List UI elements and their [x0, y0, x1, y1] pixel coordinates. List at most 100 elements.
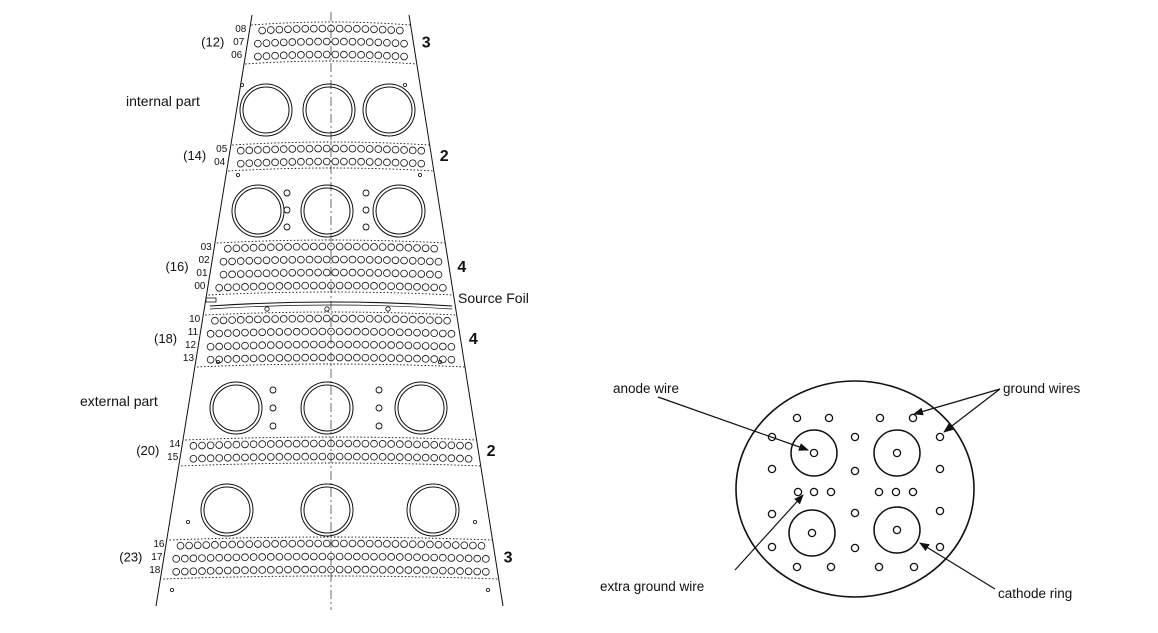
drift-cell: [361, 452, 370, 461]
drift-cell: [421, 440, 430, 449]
drift-cell: [249, 566, 258, 574]
drift-cell: [417, 540, 426, 549]
drift-cell: [327, 452, 335, 461]
drift-cell: [266, 328, 275, 336]
drift-cell: [404, 440, 413, 449]
drift-cell: [279, 51, 288, 60]
drift-cell: [404, 341, 413, 350]
drift-cell: [301, 353, 310, 362]
drift-cell: [206, 554, 215, 562]
drift-cell: [219, 540, 228, 549]
drift-cell: [322, 314, 331, 323]
foil-support: [264, 306, 270, 312]
ground-wire: [908, 413, 918, 423]
drift-cell: [318, 281, 327, 290]
drift-cell: [464, 567, 473, 576]
drift-cell: [340, 255, 348, 264]
drift-cell: [275, 341, 284, 349]
calorimeter-module-outer: [406, 483, 460, 537]
drift-cell: [297, 144, 305, 153]
source-foil: [205, 297, 453, 312]
edge-hole: [472, 520, 477, 525]
drift-cell: [249, 341, 258, 350]
drift-cell: [391, 158, 400, 167]
drift-cell: [232, 566, 241, 575]
drift-cell: [314, 144, 322, 153]
drift-cell: [370, 439, 378, 448]
calorimeter-module-inner: [212, 384, 260, 432]
drift-cell: [232, 342, 241, 350]
drift-cell: [365, 255, 374, 264]
edge-hole: [437, 359, 442, 364]
drift-cell: [387, 243, 396, 252]
drift-cell: [344, 24, 353, 33]
drift-cell: [254, 269, 262, 278]
drift-cell: [378, 354, 387, 362]
drift-cell: [426, 540, 434, 549]
drift-cell: [215, 553, 224, 562]
calorimeter-module-inner: [303, 187, 351, 235]
mounting-hole: [269, 386, 277, 394]
drift-cell: [292, 439, 301, 448]
drift-cell: [456, 454, 464, 463]
cell-block-5: [181, 436, 481, 467]
drift-cell: [387, 282, 396, 290]
drift-cell: [284, 439, 292, 448]
calorimeter-modules: [169, 83, 490, 593]
drift-cell: [383, 38, 391, 47]
drift-cell: [387, 26, 396, 34]
drift-cell: [331, 255, 340, 264]
cathode-ring-arrow: [919, 542, 996, 590]
drift-cell: [279, 256, 288, 264]
drift-cell: [456, 567, 464, 575]
drift-cell: [408, 256, 417, 265]
anode-wire-label: anode wire: [613, 381, 679, 396]
drift-cell: [447, 355, 456, 364]
drift-cell: [370, 25, 378, 34]
drift-cell: [335, 327, 344, 336]
drift-cell: [370, 243, 378, 251]
drift-cell: [340, 50, 348, 59]
drift-cell: [335, 439, 344, 448]
ground-wire: [767, 432, 777, 442]
layer-number: 15: [167, 452, 179, 463]
drift-cell: [224, 244, 232, 253]
drift-cell: [297, 157, 305, 166]
drift-cell: [266, 243, 275, 252]
drift-cell: [284, 243, 292, 251]
ground-wire: [875, 413, 885, 423]
drift-cell: [460, 541, 469, 550]
block-boundary: [196, 363, 466, 368]
drift-cell: [447, 342, 456, 351]
drift-cell: [387, 553, 396, 561]
edge-hole: [485, 588, 490, 593]
drift-cell: [266, 354, 275, 362]
calorimeter-module-inner: [234, 187, 282, 235]
drift-cell: [383, 256, 391, 264]
drift-cell: [340, 157, 348, 166]
ground-wires-arrow-2: [943, 388, 1001, 433]
drift-cell: [301, 327, 310, 336]
drift-cell: [404, 566, 413, 574]
drift-cell: [391, 269, 400, 278]
drift-cell: [172, 567, 181, 576]
drift-cell: [365, 158, 374, 166]
drift-cell: [331, 144, 340, 153]
drift-cell: [413, 440, 421, 449]
drift-cell: [443, 541, 451, 549]
drift-cell: [292, 25, 301, 33]
ground-wire: [767, 509, 777, 519]
drift-cell: [215, 454, 224, 462]
drift-cell: [374, 256, 383, 264]
drift-cell: [400, 159, 408, 167]
drift-cell: [438, 342, 447, 351]
ground-wire: [850, 466, 860, 476]
drift-cell: [417, 316, 426, 324]
row-count-label: 2: [440, 148, 449, 165]
drift-cell: [378, 282, 387, 290]
drift-cell: [361, 552, 370, 561]
drift-cell: [198, 454, 206, 463]
drift-cell: [322, 157, 331, 166]
cell-block-4: [196, 311, 466, 368]
drift-cell: [357, 268, 365, 277]
